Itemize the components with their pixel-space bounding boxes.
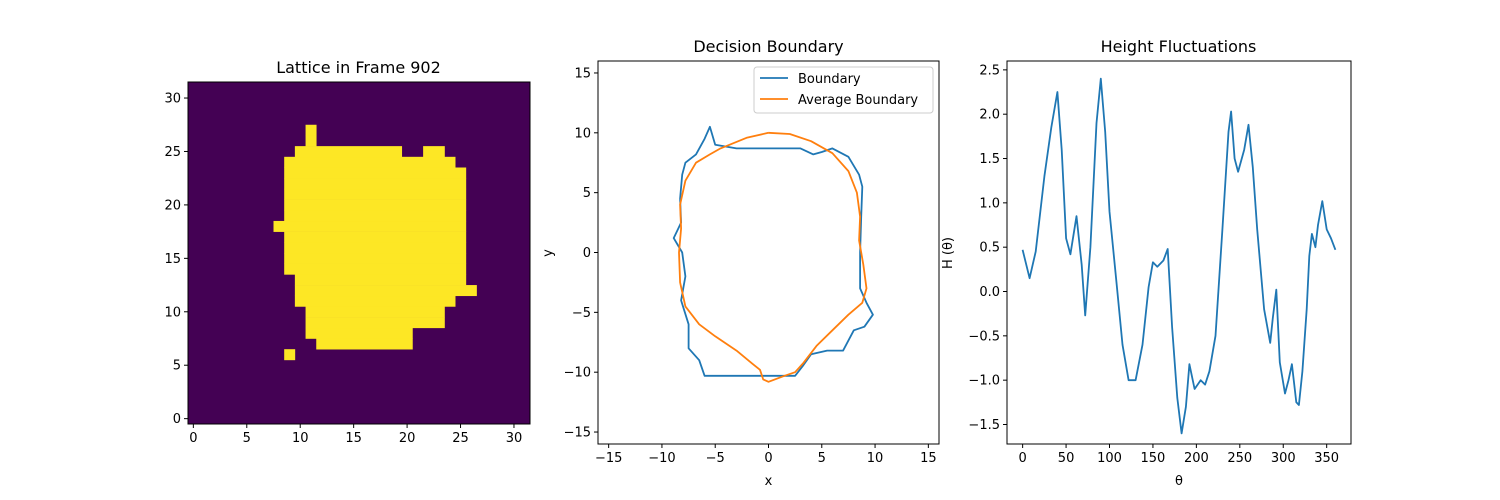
height-ytick-label: −1.5 xyxy=(968,418,1000,433)
lattice-ytick-label: 0 xyxy=(173,412,181,427)
height-ytick-label: 0.5 xyxy=(979,241,1000,256)
boundary-frame xyxy=(597,60,940,445)
lattice-filled-run xyxy=(294,295,456,307)
boundary-ytick-label: 0 xyxy=(583,246,591,261)
lattice-ytick-label: 15 xyxy=(164,252,181,267)
boundary-ytick-label: 5 xyxy=(583,186,591,201)
height-xtick-label: 250 xyxy=(1227,451,1252,466)
height-ytick-label: 2.5 xyxy=(979,63,1000,78)
lattice-filled-run xyxy=(316,338,413,350)
lattice-xtick-label: 20 xyxy=(399,431,416,446)
lattice-filled-run xyxy=(305,135,317,147)
lattice-filled-run xyxy=(284,242,467,254)
boundary-xtick-label: −15 xyxy=(595,451,622,466)
lattice-filled-run xyxy=(273,220,467,232)
lattice-xtick-label: 10 xyxy=(292,431,309,446)
height-ytick-label: −1.0 xyxy=(968,374,1000,389)
height-xtick-label: 100 xyxy=(1097,451,1122,466)
boundary-xtick-label: −5 xyxy=(706,451,725,466)
height-ytick-label: −0.5 xyxy=(968,329,1000,344)
height-panel: Height Fluctuations 0 50 100 150 200 250 300 35… xyxy=(941,37,1352,489)
lattice-filled-run xyxy=(305,317,445,329)
height-ytick-label: 2.0 xyxy=(979,108,1000,123)
boundary-ytick-label: −10 xyxy=(564,366,591,381)
lattice-filled-run xyxy=(284,188,467,200)
lattice-ticks: 0 5 10 15 20 25 30 0 5 10 15 20 25 30 xyxy=(164,92,522,446)
height-xtick-label: 300 xyxy=(1271,451,1296,466)
boundary-legend: Boundary Average Boundary xyxy=(753,66,934,114)
lattice-filled-run xyxy=(305,124,317,136)
boundary-xtick-label: −10 xyxy=(648,451,675,466)
height-ytick-label: 0.0 xyxy=(979,285,1000,300)
lattice-cells xyxy=(188,82,530,424)
lattice-filled-run xyxy=(284,199,467,211)
height-xtick-label: 0 xyxy=(1018,451,1026,466)
average-boundary-line xyxy=(678,131,868,383)
height-ytick-label: 1.0 xyxy=(979,196,1000,211)
lattice-ytick-label: 20 xyxy=(164,198,181,213)
boundary-ylabel: y xyxy=(541,249,556,257)
height-title: Height Fluctuations xyxy=(1101,37,1257,56)
boundary-ytick-label: −15 xyxy=(564,426,591,441)
boundary-xtick-label: 10 xyxy=(867,451,884,466)
legend-box xyxy=(753,66,934,114)
boundary-xtick-label: 15 xyxy=(920,451,937,466)
height-xtick-label: 50 xyxy=(1058,451,1075,466)
height-xtick-label: 200 xyxy=(1184,451,1209,466)
height-ylabel: H (θ) xyxy=(941,237,956,269)
lattice-filled-run xyxy=(284,156,456,168)
boundary-xtick-label: 5 xyxy=(818,451,826,466)
lattice-panel: Lattice in Frame 902 0 5 10 15 20 25 30 0 5 10 15 2… xyxy=(164,58,531,446)
height-xtick-label: 350 xyxy=(1314,451,1339,466)
legend-label-boundary: Boundary xyxy=(798,72,861,87)
boundary-line xyxy=(672,125,874,377)
legend-label-average: Average Boundary xyxy=(798,93,918,108)
boundary-xlabel: x xyxy=(765,474,773,489)
lattice-filled-run xyxy=(294,274,467,286)
height-ytick-label: 1.5 xyxy=(979,152,1000,167)
lattice-filled-run xyxy=(305,327,413,339)
lattice-filled-run xyxy=(284,167,467,179)
lattice-filled-run xyxy=(284,263,467,275)
lattice-filled-run xyxy=(284,231,467,243)
lattice-filled-run xyxy=(294,146,403,158)
height-xlabel: θ xyxy=(1175,474,1183,489)
boundary-ytick-label: 10 xyxy=(574,126,591,141)
height-frame xyxy=(1006,60,1352,445)
lattice-ytick-label: 10 xyxy=(164,305,181,320)
boundary-ytick-label: 15 xyxy=(574,66,591,81)
lattice-ytick-label: 30 xyxy=(164,92,181,107)
boundary-xtick-label: 0 xyxy=(764,451,772,466)
height-line xyxy=(1021,77,1337,435)
lattice-filled-run xyxy=(284,178,467,190)
lattice-xtick-label: 30 xyxy=(506,431,523,446)
lattice-xtick-label: 5 xyxy=(243,431,251,446)
height-ticks: 0 50 100 150 200 250 300 350 −1.5 −1.0 −0.5 0.0 0.5 1… xyxy=(968,63,1339,466)
lattice-ytick-label: 25 xyxy=(164,145,181,160)
lattice-filled-run xyxy=(284,253,467,264)
lattice-ytick-label: 5 xyxy=(173,359,181,374)
lattice-filled-run xyxy=(294,285,477,297)
boundary-ytick-label: −5 xyxy=(572,306,591,321)
lattice-xtick-label: 0 xyxy=(189,431,197,446)
lattice-filled-run xyxy=(284,210,467,222)
boundary-ticks: −15 −10 −5 0 5 10 15 −15 −10 −5 0 5 10 15 xyxy=(564,66,937,466)
lattice-filled-run xyxy=(305,306,445,318)
lattice-title: Lattice in Frame 902 xyxy=(276,58,441,77)
boundary-panel: Decision Boundary −15 −10 −5 0 5 10 15 −15 −10 −5… xyxy=(541,37,940,489)
height-xtick-label: 150 xyxy=(1141,451,1166,466)
height-lines xyxy=(1021,77,1337,435)
boundary-lines xyxy=(672,125,874,383)
lattice-xtick-label: 25 xyxy=(452,431,469,446)
lattice-filled-run xyxy=(423,146,445,158)
boundary-title: Decision Boundary xyxy=(693,37,843,56)
lattice-frame xyxy=(187,81,531,425)
lattice-filled-run xyxy=(284,349,296,361)
lattice-xtick-label: 15 xyxy=(345,431,362,446)
